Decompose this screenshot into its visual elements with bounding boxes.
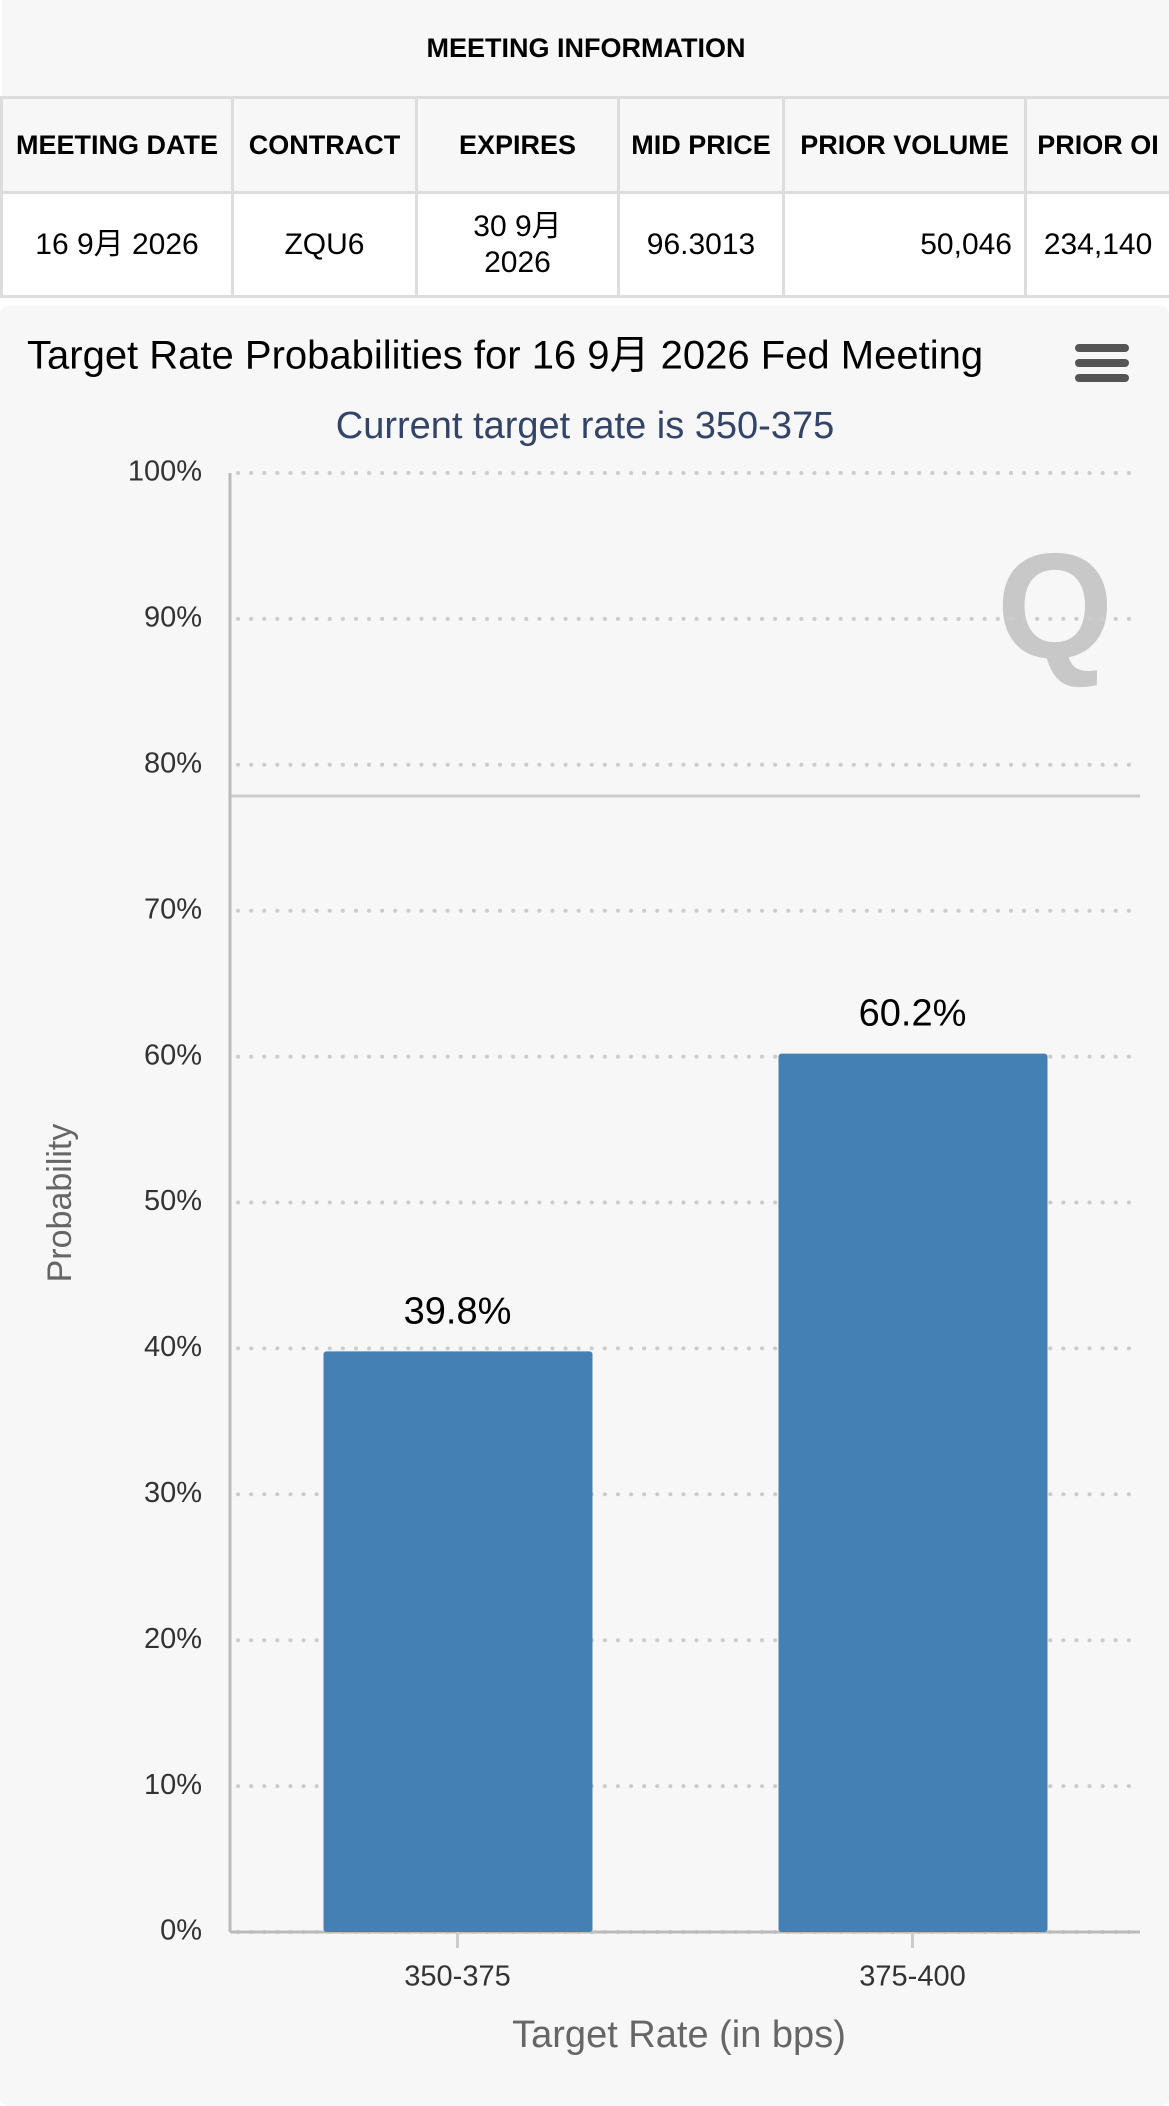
cell: ZQU6 bbox=[231, 191, 418, 298]
y-tick-label: 60% bbox=[144, 1039, 202, 1071]
y-tick-label: 90% bbox=[144, 602, 202, 634]
menu-bar[interactable] bbox=[1075, 344, 1129, 352]
y-tick-label: 50% bbox=[144, 1185, 202, 1217]
x-tick-label: 375-400 bbox=[859, 1961, 965, 1993]
menu-bar[interactable] bbox=[1075, 359, 1129, 367]
y-tick-label: 10% bbox=[144, 1769, 202, 1801]
y-tick-label: 70% bbox=[144, 893, 202, 925]
data-label: 39.8% bbox=[404, 1290, 512, 1332]
watermark: Q bbox=[997, 522, 1114, 690]
bar bbox=[778, 1053, 1048, 1932]
meeting-table: MEETING INFORMATION MEETING DATE CONTRAC… bbox=[0, 0, 1169, 298]
table-title: MEETING INFORMATION bbox=[1, 0, 1169, 99]
bar bbox=[323, 1351, 593, 1932]
header-cell: PRIOR VOLUME bbox=[782, 96, 1027, 194]
chart: Target Rate Probabilities for 16 9月 2026… bbox=[0, 306, 1169, 2106]
header-cell: CONTRACT bbox=[231, 96, 418, 194]
header-cell: EXPIRES bbox=[415, 96, 620, 194]
y-tick-label: 40% bbox=[144, 1331, 202, 1363]
menu-button[interactable] bbox=[1075, 344, 1129, 382]
y-tick-label: 30% bbox=[144, 1477, 202, 1509]
header-cell: MID PRICE bbox=[617, 96, 785, 194]
data-label: 60.2% bbox=[859, 993, 967, 1035]
x-axis-title: Target Rate (in bps) bbox=[512, 2014, 846, 2056]
cell: 50,046 bbox=[782, 191, 1027, 298]
header-cell: PRIOR OI bbox=[1023, 96, 1169, 194]
y-tick-label: 80% bbox=[144, 747, 202, 779]
header-cell: MEETING DATE bbox=[0, 96, 234, 194]
chart-title: Target Rate Probabilities for 16 9月 2026… bbox=[27, 334, 983, 378]
cell: 30 9月 2026 bbox=[415, 191, 620, 298]
y-tick-label: 20% bbox=[144, 1623, 202, 1655]
y-tick-label: 0% bbox=[160, 1915, 202, 1947]
y-tick-label: 100% bbox=[128, 456, 202, 488]
y-axis-title: Probability bbox=[41, 1124, 79, 1283]
x-tick-label: 350-375 bbox=[404, 1961, 510, 1993]
menu-bar[interactable] bbox=[1075, 374, 1129, 382]
chart-subtitle: Current target rate is 350-375 bbox=[336, 405, 835, 447]
cell: 16 9月 2026 bbox=[0, 191, 234, 298]
cell: 96.3013 bbox=[617, 191, 785, 298]
cell: 234,140 bbox=[1023, 191, 1169, 298]
